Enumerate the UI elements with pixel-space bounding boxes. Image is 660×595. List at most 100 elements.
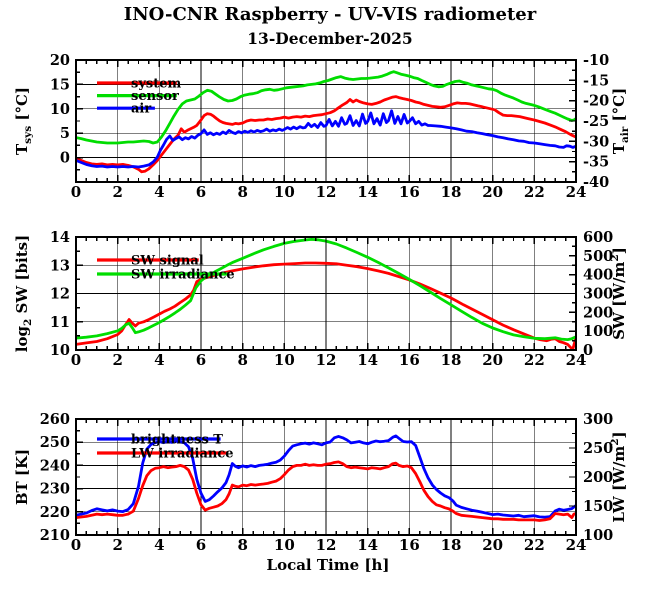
panel2-xtick-label: 10	[274, 351, 295, 369]
panel3: 0 2 4 6 8 10 12 14 16 18 20 22 242602502402302202103…	[13, 411, 628, 554]
panel2-left-tick-label: 10	[50, 342, 70, 359]
panel2-xtick-label: 24	[566, 351, 587, 369]
panel2-right-tick-label: 400	[583, 267, 613, 284]
panel1-left-tick-label: 20	[50, 52, 70, 69]
panel2-legend-label-sw-signal: SW signal	[131, 254, 204, 269]
panel3-xtick-label: 22	[524, 536, 545, 554]
panel3-xtick-label: 16	[399, 536, 420, 554]
panel3-legend-label-lw-irradiance: LW irradiance	[131, 447, 234, 462]
panel2-right-tick-label: 600	[583, 229, 613, 246]
panel2-left-tick-label: 14	[50, 229, 70, 246]
panel2-left-tick-label: 12	[50, 286, 70, 303]
panel3-xtick-label: 6	[196, 536, 206, 554]
panel3-xtick-label: 20	[482, 536, 503, 554]
panel3-right-tick-label: 150	[583, 498, 613, 515]
panel1-xtick-label: 24	[566, 183, 587, 201]
panel1-xtick-label: 6	[196, 183, 206, 201]
panel3-series-brightness-t	[76, 434, 576, 519]
panel2-right-tick-label: 300	[583, 286, 613, 303]
panel3-xtick-label: 2	[112, 536, 122, 554]
panel2-right-tick-label: 0	[583, 342, 593, 359]
panel2-right-tick-label: 200	[583, 304, 613, 321]
panel3-plot-area	[76, 434, 576, 522]
panel3-xtick-label: 8	[237, 536, 247, 554]
panel2-legend-label-sw-irradiance: SW irradiance	[131, 268, 235, 283]
panel3-legend-label-brightness-t: brightness T	[131, 433, 223, 448]
panel2-xtick-label: 18	[441, 351, 462, 369]
panel2-series-sw-signal	[76, 261, 576, 350]
panel3-xtick-label: 4	[154, 536, 164, 554]
panel2-xtick-label: 12	[316, 351, 337, 369]
panel1-xtick-label: 0	[71, 183, 81, 201]
x-axis-title: Local Time [h]	[266, 556, 390, 574]
panel3-xtick-label: 0	[71, 536, 81, 554]
panel1-xtick-label: 2	[112, 183, 122, 201]
panel1-xtick-label: 4	[154, 183, 164, 201]
panel2-plot-area	[76, 237, 576, 350]
panel3-left-tick-label: 210	[40, 527, 70, 544]
panel3-right-tick-label: 250	[583, 440, 613, 457]
panel3-left-tick-label: 260	[40, 411, 70, 428]
panel1-xtick-label: 20	[482, 183, 503, 201]
panel3-xtick-label: 10	[274, 536, 295, 554]
panel3-left-axis-title: BT [K]	[13, 449, 31, 505]
panel3-right-axis-title: LW [W/m2]	[609, 431, 628, 522]
panel2-right-axis-title: SW [W/m2]	[609, 247, 628, 340]
panel1-series-sensor	[76, 70, 576, 145]
panel1-left-tick-label: 5	[60, 125, 70, 142]
panel1-xtick-label: 10	[274, 183, 295, 201]
panel1-left-axis-title: Tsys [°C]	[13, 87, 34, 155]
panel1-legend-label-sensor: sensor	[131, 89, 179, 104]
panel1-xtick-label: 8	[237, 183, 247, 201]
panel1-left-tick-label: 10	[50, 101, 70, 118]
panel2-xtick-label: 4	[154, 351, 164, 369]
panel1-series-system	[76, 95, 576, 174]
panel1-plot-area	[76, 70, 576, 174]
panel1-xtick-label: 22	[524, 183, 545, 201]
panel3-xtick-label: 12	[316, 536, 337, 554]
panel2-xtick-label: 20	[482, 351, 503, 369]
panel1-right-tick-label: -30	[583, 133, 609, 150]
panel3-right-tick-label: 100	[583, 527, 613, 544]
panel1-right-tick-label: -15	[583, 72, 609, 89]
panel2-series-sw-irradiance	[76, 237, 576, 342]
panel3-right-tick-label: 300	[583, 411, 613, 428]
chart-date: 13-December-2025	[247, 29, 413, 48]
panel1-right-tick-label: -10	[583, 52, 609, 69]
panel1-xtick-label: 14	[357, 183, 378, 201]
panel2-left-tick-label: 11	[50, 314, 70, 331]
panel2-xtick-label: 2	[112, 351, 122, 369]
panel1-right-tick-label: -25	[583, 113, 609, 130]
panel3-xtick-label: 18	[441, 536, 462, 554]
panel3-left-tick-label: 220	[40, 504, 70, 521]
panel1-left-tick-label: 15	[50, 76, 70, 93]
panel2-xtick-label: 22	[524, 351, 545, 369]
panel1-legend-label-system: system	[131, 77, 181, 92]
panel1-right-tick-label: -20	[583, 93, 609, 110]
panel1-legend-label-air: air	[131, 102, 151, 117]
panel2: 0 2 4 6 8 10 12 14 16 18 20 22 241413121110600500400…	[13, 229, 628, 369]
panel3-left-tick-label: 240	[40, 457, 70, 474]
panel3-series-lw-irradiance	[76, 460, 576, 522]
panel1-xtick-label: 18	[441, 183, 462, 201]
panel2-xtick-label: 0	[71, 351, 81, 369]
panel2-left-tick-label: 13	[50, 257, 70, 274]
panel1-right-axis-title: Tair [°C]	[610, 88, 631, 154]
panel1-right-tick-label: -35	[583, 154, 609, 171]
panel2-right-tick-label: 500	[583, 248, 613, 265]
panel2-right-tick-label: 100	[583, 323, 613, 340]
panel3-left-tick-label: 230	[40, 481, 70, 498]
panel3-right-tick-label: 200	[583, 469, 613, 486]
panel3-left-tick-label: 250	[40, 434, 70, 451]
panel1-xtick-label: 16	[399, 183, 420, 201]
panel3-xtick-label: 14	[357, 536, 378, 554]
panel2-left-axis-title: log2 SW [bits]	[13, 235, 34, 352]
panel1-series-air	[76, 109, 576, 169]
panel2-xtick-label: 6	[196, 351, 206, 369]
panel1-right-tick-label: -40	[583, 174, 609, 191]
panel1: 0 2 4 6 8 10 12 14 16 18 20 22 2420151050-10-15-20-2…	[13, 52, 631, 201]
panel2-xtick-label: 16	[399, 351, 420, 369]
panel2-xtick-label: 8	[237, 351, 247, 369]
